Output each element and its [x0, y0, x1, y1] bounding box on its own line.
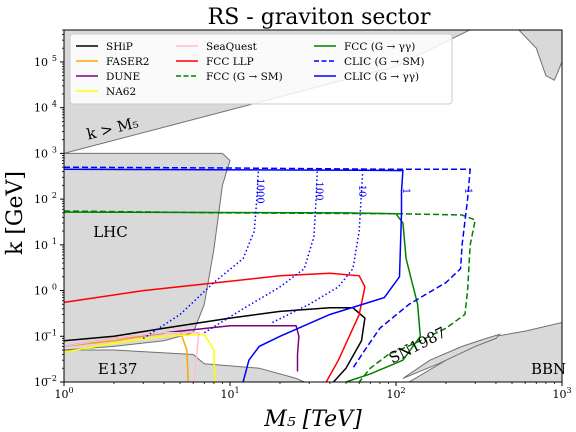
dotted-curve-label-0: 1000	[254, 178, 265, 203]
y-tick-label: 10 4	[34, 100, 57, 115]
excluded-region-5	[402, 333, 502, 379]
legend-box	[69, 33, 453, 105]
dotted-curve-2	[272, 171, 364, 324]
x-tick-exponent: 3	[566, 386, 571, 395]
y-tick-label: 10 5	[34, 54, 57, 69]
series-line-fcc_green	[64, 210, 477, 382]
x-tick-exponent: 2	[400, 386, 405, 395]
legend-label: DUNE	[106, 71, 140, 83]
x-tick-exponent: 0	[68, 386, 73, 395]
x-tick-label: 102	[386, 386, 405, 401]
y-tick-exponent: 1	[52, 237, 57, 246]
y-tick-exponent: 4	[52, 100, 57, 109]
y-tick-label: 10 3	[34, 145, 57, 160]
y-tick-exponent: −2	[45, 374, 57, 383]
y-tick-exponent: 2	[52, 191, 57, 200]
dotted-curve-0	[142, 171, 260, 340]
region-label-3: E137	[98, 360, 138, 378]
dotted-curve-label-4: 1	[462, 188, 473, 194]
y-tick-label: 10 2	[34, 191, 57, 206]
dotted-curve-label-1: 100	[313, 182, 324, 201]
dotted-curve-label-3: 1	[400, 188, 411, 194]
x-tick-exponent: 1	[234, 386, 239, 395]
legend-label: CLIC (G → γγ)	[344, 71, 419, 83]
excluded-region-3	[64, 349, 305, 382]
legend-label: SeaQuest	[206, 41, 258, 53]
excluded-region-2	[64, 152, 231, 351]
legend-label: FASER2	[106, 56, 149, 68]
chart-title: RS - graviton sector	[208, 5, 431, 30]
legend-label: FCC (G → γγ)	[344, 41, 415, 53]
region-label-4: BBN	[531, 360, 566, 378]
legend-label: FCC (G → SM)	[206, 71, 283, 83]
y-axis-label: k [GeV]	[3, 171, 28, 255]
y-tick-exponent: 0	[52, 283, 57, 292]
legend-label: FCC LLP	[206, 56, 254, 68]
y-tick-label: 10−2	[34, 374, 57, 389]
legend-label: SHiP	[106, 41, 133, 53]
series-line-ship	[64, 307, 366, 382]
y-tick-label: 10 0	[34, 283, 57, 298]
series-line-seaquest	[64, 331, 200, 382]
y-tick-exponent: 3	[52, 145, 57, 154]
series-lines	[64, 166, 477, 382]
x-tick-label: 101	[220, 386, 239, 401]
x-tick-label: 100	[54, 386, 73, 401]
series-line-fcc_green	[64, 211, 422, 382]
dotted-curve-label-2: 10	[356, 185, 367, 198]
y-tick-exponent: 5	[52, 54, 57, 63]
excluded-region-1	[518, 30, 562, 81]
legend-label: NA62	[106, 86, 136, 98]
region-label-2: LHC	[93, 223, 128, 241]
y-tick-label: 10 1	[34, 237, 57, 252]
series-line-na62	[64, 333, 216, 382]
legend: SHiP FASER2 DUNE NA62 SeaQuest FCC LLP FCC (G …	[69, 33, 453, 105]
series-line-clic_blue	[64, 168, 404, 382]
x-tick-label: 103	[552, 386, 571, 401]
series-line-fcc_llp	[64, 272, 366, 382]
y-tick-exponent: −1	[45, 328, 57, 337]
legend-label: CLIC (G → SM)	[344, 56, 425, 68]
x-axis-label: M₅ [TeV]	[263, 407, 362, 432]
y-tick-label: 10−1	[34, 328, 57, 343]
